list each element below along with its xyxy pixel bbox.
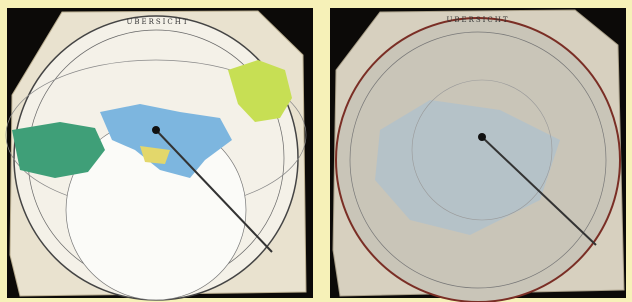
left-photo: UBERSICHT [6, 8, 313, 300]
plate-title: UBERSICHT [126, 18, 189, 26]
plate-title: UBERSICHT [446, 16, 509, 24]
page: {"panels": [{"title": "UBERSICHT"}, {"ti… [0, 0, 632, 302]
pivot [152, 126, 160, 134]
photo: UBERSICHT UBERSICHT [0, 0, 632, 302]
right-photo: UBERSICHT [330, 8, 626, 302]
pivot [478, 133, 486, 141]
